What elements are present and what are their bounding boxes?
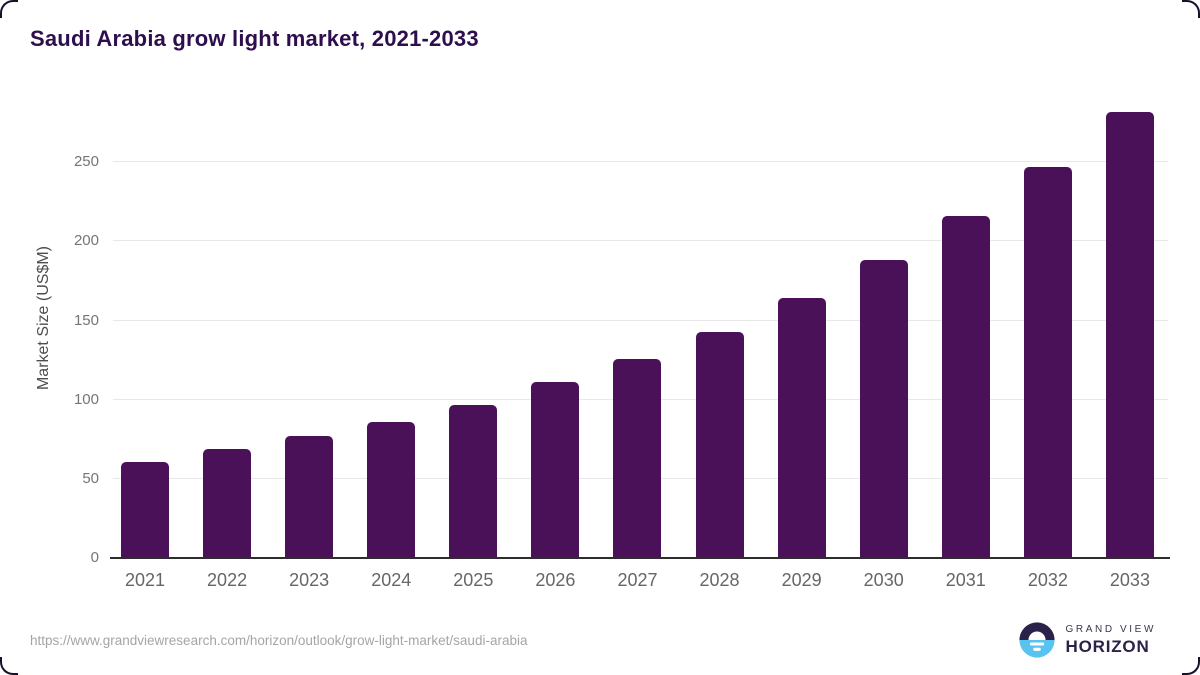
source-url: https://www.grandviewresearch.com/horizo… — [30, 632, 528, 648]
x-tick-2027: 2027 — [617, 570, 658, 590]
rounded-corner — [0, 0, 18, 18]
horizon-sun-icon — [1018, 622, 1055, 658]
x-tick-2030: 2030 — [863, 570, 904, 590]
y-tick-150: 150 — [73, 311, 99, 329]
plot-area: 2021 2022 2023 2024 2025 2026 2027 2028 2029 2030… — [110, 99, 1170, 590]
bar-2021[interactable] — [121, 461, 169, 558]
gridline-250 — [113, 161, 1168, 163]
bar-2025[interactable] — [449, 404, 498, 558]
bar-2027[interactable] — [613, 358, 662, 558]
bar-2024[interactable] — [367, 421, 416, 558]
x-tick-2028: 2028 — [699, 570, 740, 590]
y-tick-0: 0 — [90, 549, 99, 566]
x-axis-labels: 2021 2022 2023 2024 2025 2026 2027 2028 2029 2030… — [112, 570, 1170, 591]
gridline-200 — [113, 240, 1168, 242]
y-tick-250: 250 — [73, 153, 99, 171]
x-tick-2021: 2021 — [124, 570, 166, 590]
x-tick-2022: 2022 — [207, 570, 248, 590]
x-tick-2024: 2024 — [371, 570, 412, 590]
bar-2032[interactable] — [1023, 167, 1072, 558]
bar-2029[interactable] — [777, 298, 826, 558]
bar-2030[interactable] — [859, 260, 908, 558]
logo-brand-name: GRAND VIEW — [1065, 623, 1156, 635]
rounded-corner — [1182, 0, 1200, 18]
grand-view-horizon-logo: GRAND VIEW HORIZON — [1018, 621, 1156, 659]
bar-2022[interactable] — [203, 448, 252, 558]
footer: https://www.grandviewresearch.com/horizo… — [30, 616, 1156, 664]
x-tick-2025: 2025 — [453, 570, 494, 590]
x-tick-2023: 2023 — [289, 570, 330, 590]
y-tick-100: 100 — [73, 390, 99, 408]
x-tick-2033: 2033 — [1109, 570, 1150, 590]
bar-2031[interactable] — [941, 216, 990, 558]
x-tick-2031: 2031 — [945, 570, 986, 590]
bar-2026[interactable] — [531, 382, 580, 558]
bar-2023[interactable] — [285, 436, 334, 558]
y-tick-200: 200 — [73, 232, 99, 250]
logo-text: GRAND VIEW HORIZON — [1066, 624, 1156, 657]
bar-2033[interactable] — [1105, 111, 1154, 558]
gridline-150 — [113, 319, 1168, 321]
y-tick-50: 50 — [82, 469, 99, 487]
x-tick-2029: 2029 — [781, 570, 822, 590]
y-axis-tick-labels: 0 50 100 150 200 250 — [30, 99, 99, 566]
chart-title: Saudi Arabia grow light market, 2021-203… — [30, 26, 479, 51]
x-tick-2026: 2026 — [535, 570, 576, 590]
x-tick-2032: 2032 — [1027, 570, 1068, 590]
logo-product-name: HORIZON — [1065, 636, 1150, 656]
rounded-corner — [1182, 657, 1200, 675]
rounded-corner — [0, 657, 18, 675]
bars-container — [112, 99, 1170, 558]
x-axis-line — [110, 557, 1170, 559]
bar-2028[interactable] — [695, 331, 744, 558]
